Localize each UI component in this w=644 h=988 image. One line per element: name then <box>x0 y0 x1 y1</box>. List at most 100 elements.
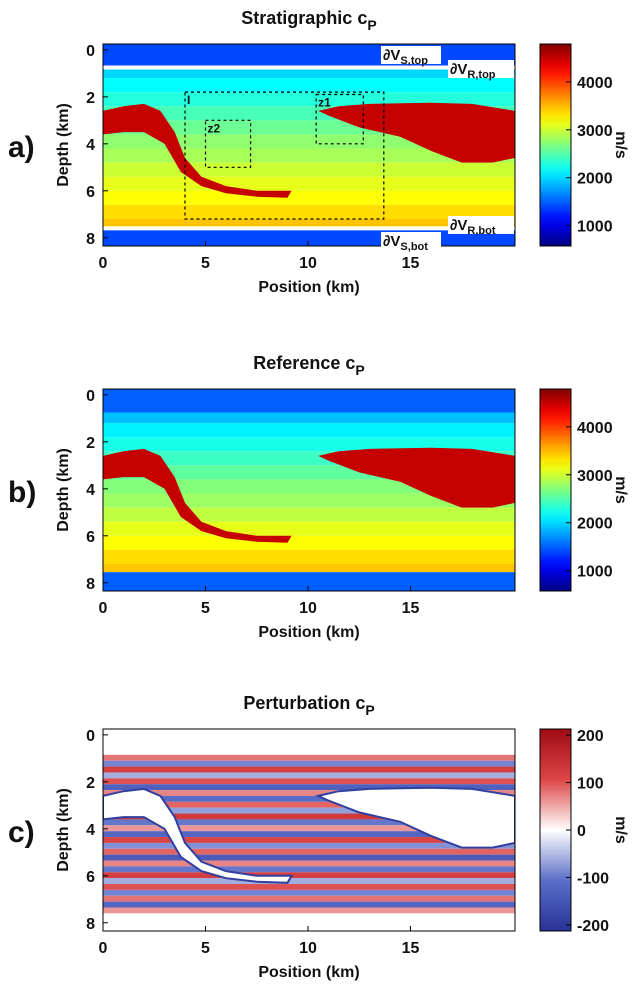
plot-area <box>103 729 515 931</box>
colorbar-tick-label: 1000 <box>577 219 613 236</box>
colorbar-tick-label: 4000 <box>577 75 613 92</box>
layer <box>103 535 515 550</box>
layer <box>103 801 515 808</box>
layer <box>103 913 515 931</box>
panel-label: b) <box>8 476 36 509</box>
annotation-box <box>381 46 441 64</box>
layer <box>103 842 515 849</box>
y-tick-label: 0 <box>86 388 95 405</box>
layer <box>103 837 515 843</box>
layer <box>103 854 515 861</box>
x-tick-label: 10 <box>299 255 317 272</box>
zoom-box <box>315 93 364 145</box>
layer <box>103 819 515 826</box>
annotation: ∂VS,top <box>383 47 428 67</box>
salt-body <box>318 102 515 163</box>
colorbar-tick-label: -100 <box>577 870 609 887</box>
layer <box>103 825 515 832</box>
layer <box>103 901 515 908</box>
y-axis-label: Depth (km) <box>55 788 72 872</box>
colorbar-tick-label: -200 <box>577 918 609 935</box>
layer <box>103 831 515 838</box>
title-subscript: P <box>367 17 376 33</box>
x-tick-label: 5 <box>201 600 210 617</box>
y-tick-label: 6 <box>86 869 95 886</box>
axes-box <box>102 388 516 592</box>
annotation-subscript: R,top <box>467 69 495 81</box>
plot-area <box>103 389 515 591</box>
axes-box <box>102 43 516 247</box>
annotation-main: ∂V <box>450 61 467 78</box>
salt-body <box>103 103 292 198</box>
x-tick-label: 5 <box>201 255 210 272</box>
y-tick-label: 8 <box>86 916 95 933</box>
panel-label: a) <box>8 131 35 164</box>
layer <box>103 766 515 773</box>
x-tick-label: 15 <box>402 940 420 957</box>
layer <box>103 389 515 413</box>
title-main: Perturbation c <box>243 693 365 713</box>
y-tick-label: 2 <box>86 435 95 452</box>
layer <box>103 67 515 79</box>
title-subscript: P <box>355 362 364 378</box>
layer <box>103 813 515 820</box>
panel: 0 5 10 15 0 2 4 6 8 Position (km) Depth (km) a) Stra… <box>8 8 629 296</box>
y-tick-label: 8 <box>86 576 95 593</box>
layer <box>103 521 515 536</box>
y-tick-label: 6 <box>86 529 95 546</box>
colorbar <box>539 43 572 247</box>
x-tick-label: 10 <box>299 940 317 957</box>
zoom-box-label: z2 <box>207 121 220 135</box>
x-axis-label: Position (km) <box>258 964 359 981</box>
layer <box>103 889 515 896</box>
x-tick-label: 15 <box>402 255 420 272</box>
layer <box>103 760 515 767</box>
layer <box>103 549 515 564</box>
layer <box>103 92 515 107</box>
layer <box>103 907 515 914</box>
layer <box>103 729 515 755</box>
layer <box>103 866 515 873</box>
layer <box>103 807 515 814</box>
annotation: ∂VR,bot <box>450 217 496 237</box>
layer <box>103 190 515 205</box>
y-tick-label: 6 <box>86 184 95 201</box>
layer <box>103 795 515 802</box>
x-tick-label: 15 <box>402 600 420 617</box>
layer <box>103 162 515 177</box>
x-axis-label: Position (km) <box>258 279 359 296</box>
y-tick-label: 0 <box>86 43 95 60</box>
annotation: ∂VR,top <box>450 61 496 81</box>
layer <box>103 78 515 93</box>
layer <box>103 784 515 791</box>
chart-title: Stratigraphic cP <box>241 8 376 33</box>
colorbar-tick-label: 1000 <box>577 564 613 581</box>
layer <box>103 878 515 885</box>
colorbar <box>539 388 572 592</box>
salt-body <box>318 447 515 508</box>
colorbar-label: m/s <box>612 816 629 844</box>
colorbar-tick-label: 200 <box>577 728 604 745</box>
x-tick-label: 0 <box>99 600 108 617</box>
salt-body <box>315 786 515 849</box>
title-main: Stratigraphic c <box>241 8 367 28</box>
axes-box <box>102 728 516 932</box>
zoom-box-label: I <box>187 93 190 107</box>
colorbar <box>539 728 572 932</box>
y-tick-label: 2 <box>86 90 95 107</box>
panel-label: c) <box>8 816 35 849</box>
y-tick-label: 2 <box>86 775 95 792</box>
zoom-box <box>204 119 252 168</box>
title-subscript: P <box>365 702 374 718</box>
layer <box>103 176 515 191</box>
colorbar-label: m/s <box>612 131 629 159</box>
y-tick-label: 0 <box>86 728 95 745</box>
chart-title: Reference cP <box>253 353 364 378</box>
layer <box>103 772 515 779</box>
panel: 0 5 10 15 0 2 4 6 8 Position (km) Depth (km) b) Refe… <box>8 353 629 641</box>
annotation-box <box>448 216 514 234</box>
y-axis-label: Depth (km) <box>55 448 72 532</box>
annotation-box <box>381 232 441 250</box>
y-tick-label: 8 <box>86 231 95 248</box>
